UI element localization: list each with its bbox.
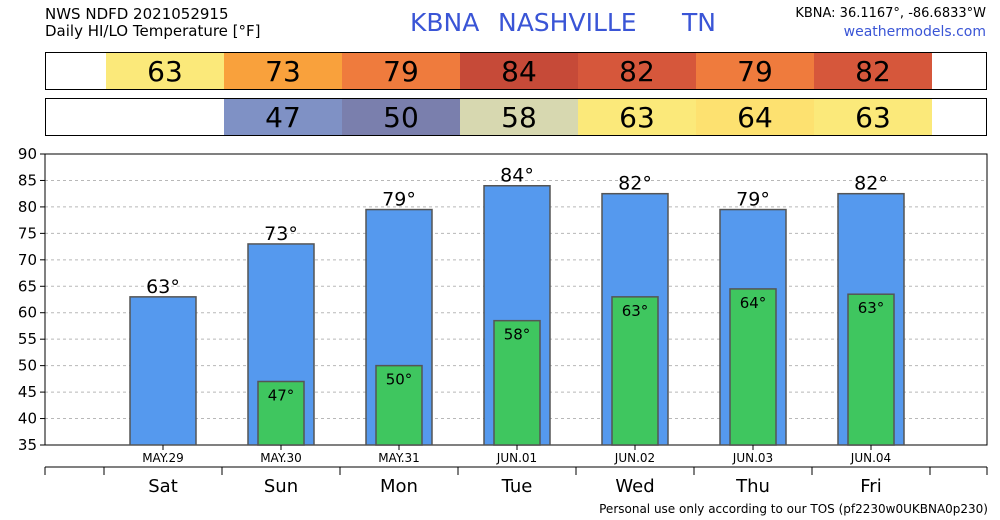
date-label: MAY.31 xyxy=(378,451,420,465)
day-label: Fri xyxy=(860,476,881,497)
low-temp-cell: 50 xyxy=(342,99,460,135)
high-temp-strip: 63 73 79 84 82 79 82 xyxy=(45,52,987,90)
state-code: TN xyxy=(682,8,716,37)
high-temp-cell: 84 xyxy=(460,53,578,89)
high-temp-label: 79° xyxy=(382,189,416,211)
low-temp-label: 58° xyxy=(504,326,531,344)
day-label: Thu xyxy=(735,476,770,497)
high-temp-label: 84° xyxy=(500,165,534,187)
low-temp-cell: 63 xyxy=(578,99,696,135)
low-temp-cell: 58 xyxy=(460,99,578,135)
y-tick-label: 85 xyxy=(18,171,37,189)
model-run-label: NWS NDFD 2021052915 xyxy=(45,5,229,23)
low-temp-cell: 63 xyxy=(814,99,932,135)
y-tick-label: 75 xyxy=(18,224,37,242)
high-temp-label: 79° xyxy=(736,189,770,211)
high-temp-cell: 79 xyxy=(342,53,460,89)
date-label: JUN.02 xyxy=(614,451,655,465)
station-id: KBNA xyxy=(410,8,480,37)
date-label: MAY.30 xyxy=(260,451,302,465)
high-temp-cell: 63 xyxy=(106,53,224,89)
day-label: Mon xyxy=(380,476,418,497)
high-temp-label: 73° xyxy=(264,223,298,245)
y-tick-label: 55 xyxy=(18,330,37,348)
low-temp-label: 50° xyxy=(386,371,413,389)
day-label: Sat xyxy=(148,476,178,497)
station-coordinates: KBNA: 36.1167°, -86.6833°W xyxy=(795,6,986,21)
low-temp-strip: 47 50 58 63 64 63 xyxy=(45,98,987,136)
high-temp-cell: 73 xyxy=(224,53,342,89)
y-tick-label: 70 xyxy=(18,251,37,269)
y-tick-label: 50 xyxy=(18,357,37,375)
day-label: Sun xyxy=(264,476,298,497)
terms-footer: Personal use only according to our TOS (… xyxy=(599,502,988,516)
y-tick-label: 65 xyxy=(18,277,37,295)
date-label: MAY.29 xyxy=(142,451,184,465)
y-tick-label: 35 xyxy=(18,436,37,454)
y-tick-label: 45 xyxy=(18,383,37,401)
y-tick-label: 40 xyxy=(18,410,37,428)
high-temp-cell: 82 xyxy=(814,53,932,89)
high-temp-label: 82° xyxy=(854,173,888,195)
low-temp-cell: 47 xyxy=(224,99,342,135)
high-temp-cell: 79 xyxy=(696,53,814,89)
low-temp-label: 63° xyxy=(622,302,649,320)
high-temp-label: 63° xyxy=(146,276,180,298)
low-temp-bar xyxy=(493,319,541,446)
date-label: JUN.01 xyxy=(496,451,537,465)
y-tick-label: 60 xyxy=(18,304,37,322)
low-temp-bar xyxy=(257,380,305,446)
low-temp-cell xyxy=(106,99,224,135)
high-temp-cell: 82 xyxy=(578,53,696,89)
site-link[interactable]: weathermodels.com xyxy=(843,24,986,40)
low-temp-label: 64° xyxy=(740,294,767,312)
low-temp-label: 47° xyxy=(268,387,295,405)
product-label: Daily HI/LO Temperature [°F] xyxy=(45,22,261,40)
high-temp-bar xyxy=(129,296,197,446)
y-tick-label: 80 xyxy=(18,198,37,216)
date-label: JUN.03 xyxy=(732,451,773,465)
low-temp-cell: 64 xyxy=(696,99,814,135)
low-temp-label: 63° xyxy=(858,299,885,317)
high-temp-label: 82° xyxy=(618,173,652,195)
day-label: Wed xyxy=(615,476,654,497)
day-label: Tue xyxy=(501,476,533,497)
date-label: JUN.04 xyxy=(850,451,891,465)
low-temp-bar xyxy=(729,288,777,446)
city-name: NASHVILLE xyxy=(498,8,637,37)
y-tick-label: 90 xyxy=(18,145,37,163)
